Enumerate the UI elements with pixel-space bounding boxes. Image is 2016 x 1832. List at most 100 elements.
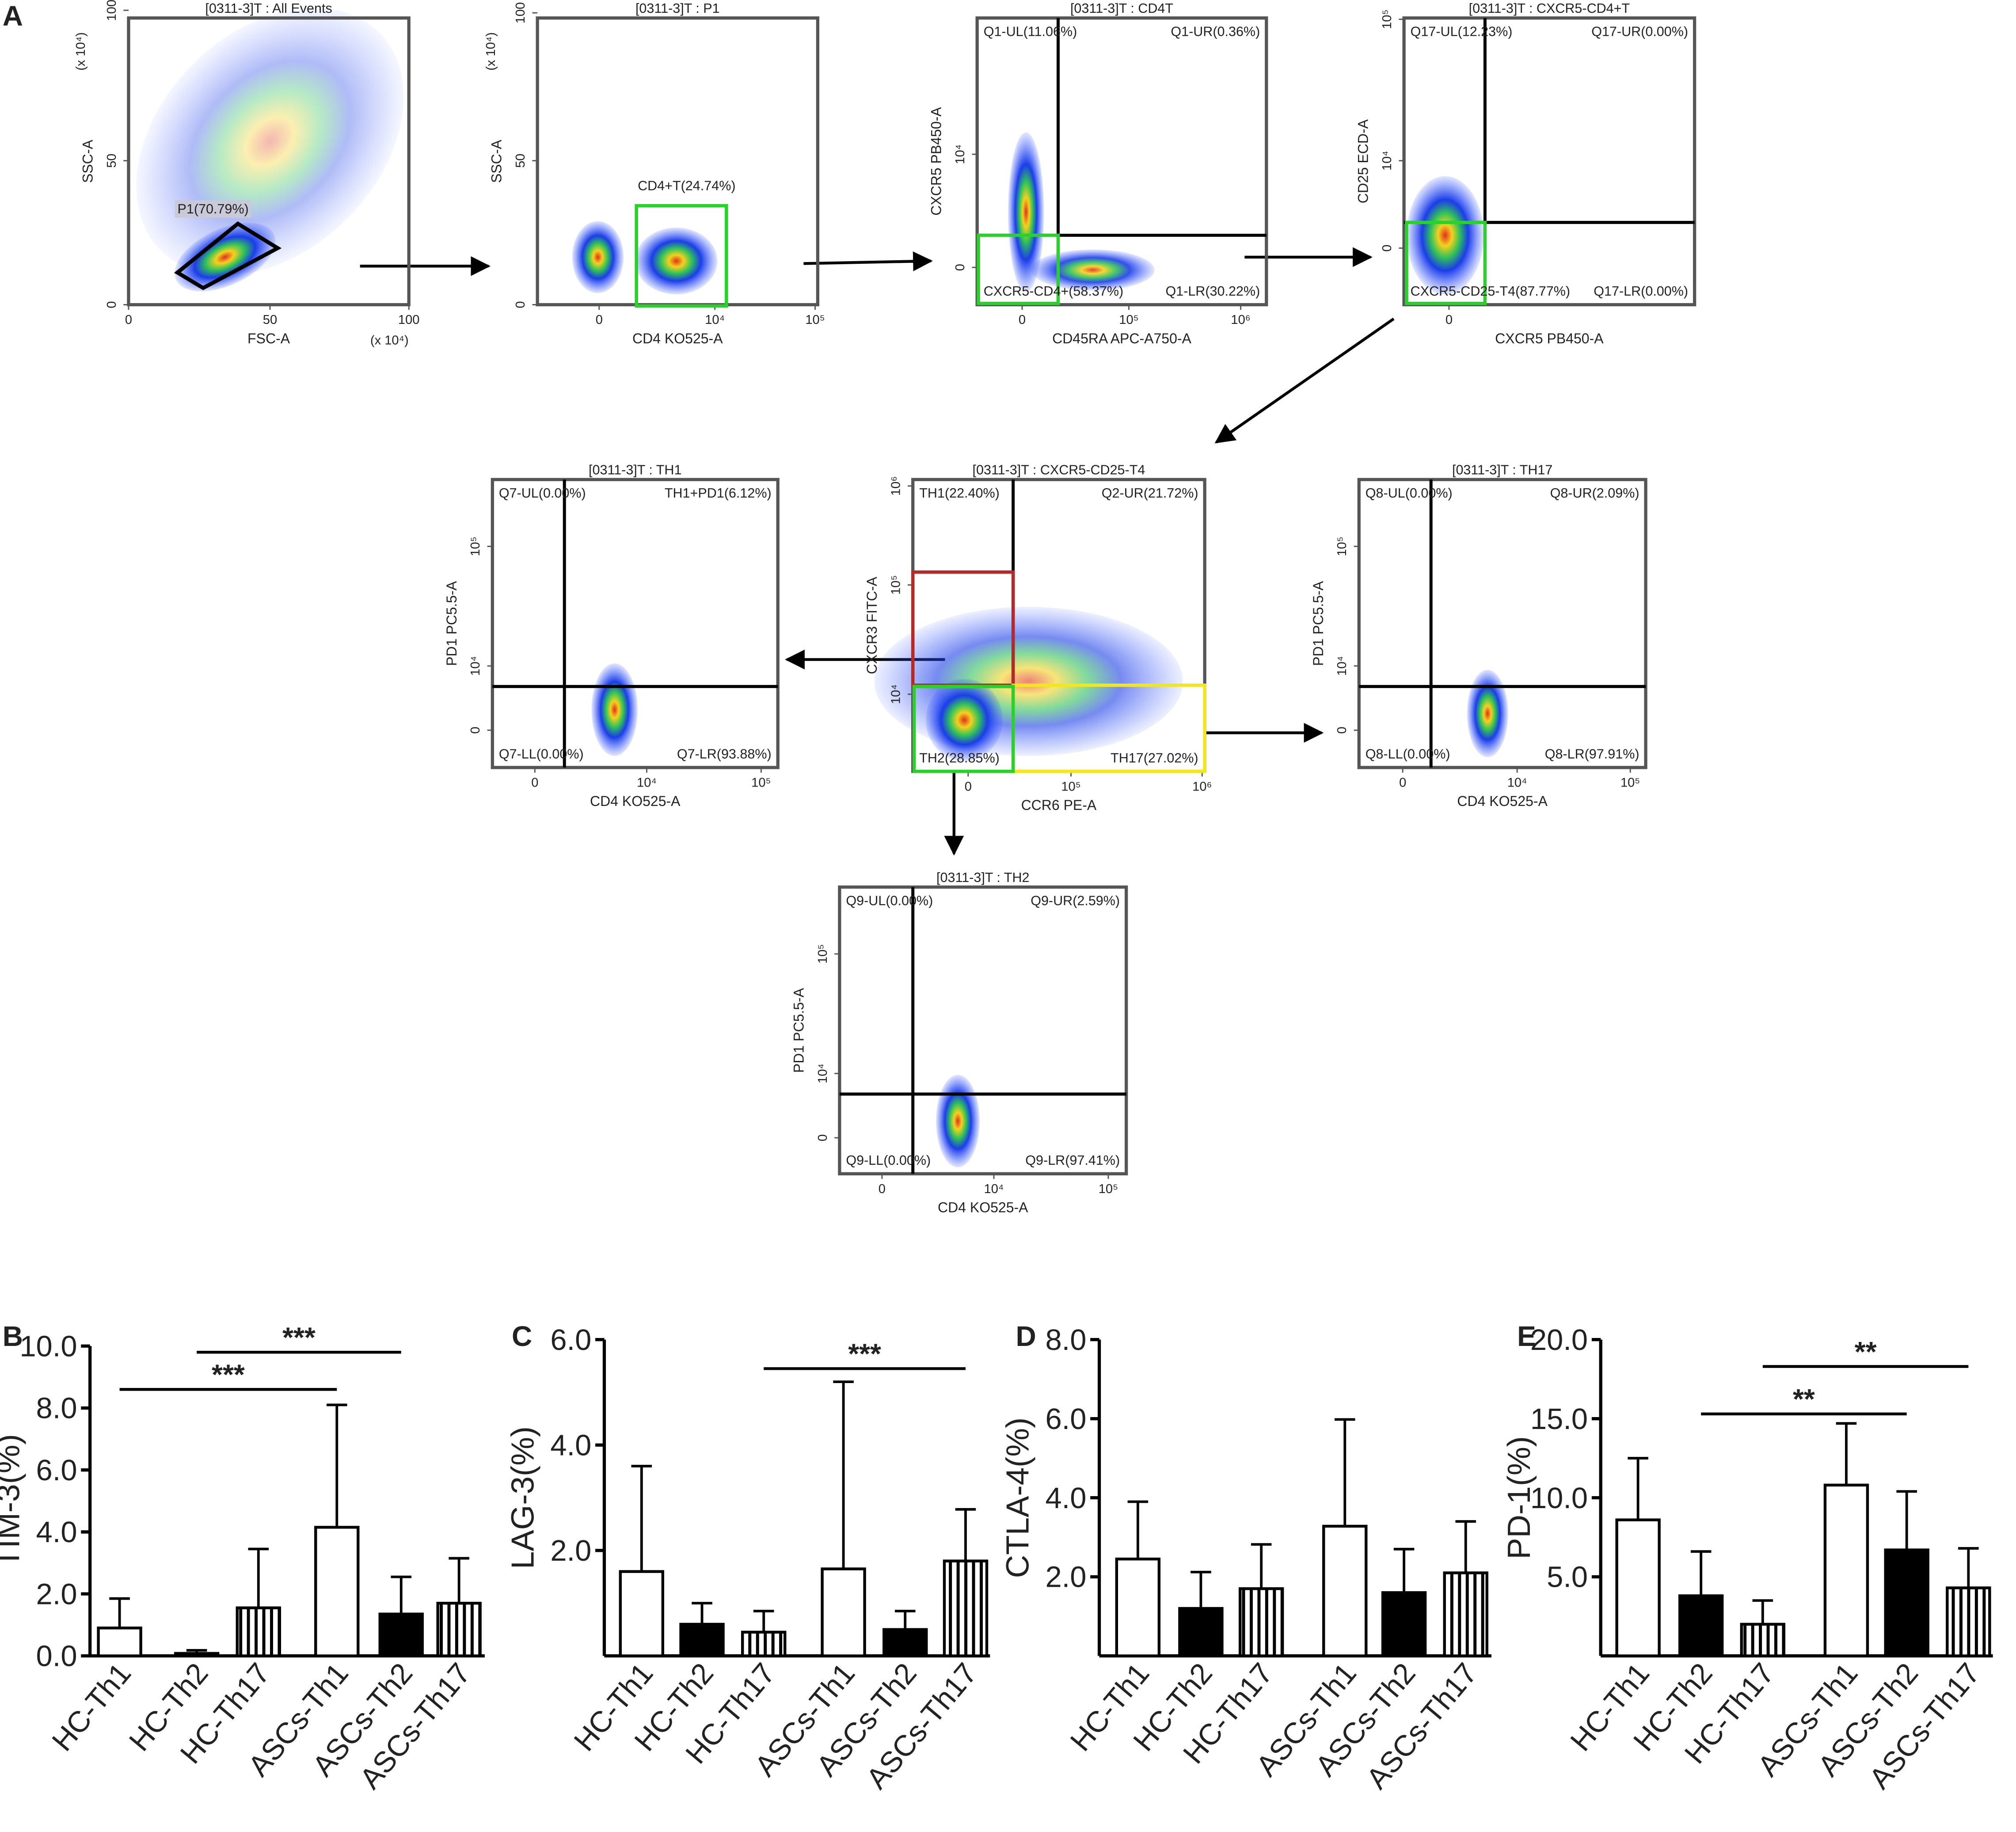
panel-title: [0311-3]T : TH1 [589, 463, 681, 478]
x-tick-label: 0 [596, 313, 603, 327]
gate [977, 233, 1060, 305]
plot-frame [975, 16, 1268, 307]
x-tick-label: 0 [1445, 313, 1453, 327]
gate-label: TH1(22.40%) [919, 486, 1000, 501]
y-tick-label: 50 [514, 154, 528, 168]
y-scale-note: (x 10⁴) [74, 32, 88, 71]
y-axis-label: PD-1(%) [1501, 1436, 1537, 1559]
cell-density [635, 227, 718, 295]
bar [943, 1559, 989, 1657]
cell-density [1467, 669, 1508, 757]
y-axis-label: PD1 PC5.5-A [1310, 581, 1326, 666]
y-scale-note: (x 10⁴) [484, 32, 498, 71]
gate-label: Q9-UL(0.00%) [846, 893, 933, 908]
cell-density [572, 221, 624, 293]
x-tick-label: 10⁴ [637, 776, 657, 790]
x-axis-label: CXCR5 PB450-A [1495, 331, 1604, 346]
y-tick-label: 2.0 [550, 1534, 591, 1567]
y-tick-label: 10⁵ [1380, 9, 1394, 29]
panel-label: E [1517, 1320, 1536, 1352]
bar [1115, 1558, 1161, 1657]
gate [635, 204, 728, 308]
y-tick-label: 10⁴ [953, 144, 967, 164]
y-tick-label: 10⁵ [1335, 536, 1349, 556]
x-scale-note: (x 10⁴) [370, 334, 409, 348]
gate-label: P1(70.79%) [178, 201, 249, 217]
y-tick-label: 6.0 [36, 1454, 77, 1487]
y-tick-label: 10⁴ [889, 684, 903, 704]
x-axis-label: CD4 KO525-A [938, 1200, 1028, 1216]
gate-label: Q17-UL(12.23%) [1411, 24, 1513, 39]
y-tick-label: 2.0 [36, 1577, 77, 1611]
plot-frame [838, 885, 1128, 1175]
gate-label: Q2-UR(21.72%) [1102, 486, 1198, 501]
gate-label: Q8-LL(0.00%) [1366, 747, 1450, 762]
y-tick-label: 4.0 [1045, 1482, 1086, 1515]
cell-density [936, 1075, 980, 1167]
panel-title: [0311-3]T : CD4T [1070, 1, 1173, 16]
x-tick-label: 10⁵ [1119, 313, 1138, 327]
y-tick-label: 10⁶ [889, 476, 903, 496]
y-tick-label: 0 [468, 726, 483, 734]
y-tick-label: 0 [105, 301, 119, 308]
y-tick-label: 20.0 [1530, 1323, 1588, 1357]
x-tick-label: 100 [398, 313, 420, 327]
significance-label: ** [1793, 1383, 1815, 1415]
bar [97, 1627, 142, 1657]
y-tick-label: 10⁴ [816, 1064, 830, 1083]
bar-chart: 2.04.06.08.0CTLA-4(%)HC-Th1HC-Th2HC-Th17… [1000, 1323, 1491, 1795]
y-tick-label: 5.0 [1547, 1561, 1588, 1594]
arrow [803, 251, 933, 271]
cell-density [874, 607, 1183, 756]
y-tick-label: 4.0 [550, 1429, 591, 1462]
y-tick-label: 10.0 [19, 1330, 77, 1363]
gate-label: Q9-LL(0.00%) [846, 1153, 931, 1168]
y-axis-label: CD25 ECD-A [1355, 119, 1371, 203]
plot-frame [1357, 478, 1647, 769]
y-tick-label: 100 [514, 2, 528, 24]
y-tick-label: 10.0 [1530, 1482, 1588, 1515]
panel-title: [0311-3]T : All Events [205, 1, 332, 16]
y-tick-label: 4.0 [36, 1516, 77, 1549]
gate-label-bg [175, 200, 251, 218]
flow-panel: [0311-3]T : CD4T CD45RA APC-A750-A CXCR5 P… [928, 1, 1268, 346]
x-tick-label: 0 [1019, 313, 1026, 327]
flow-panel: [0311-3]T : CXCR5-CD25-T4 CCR6 PE-A CXCR3 … [864, 463, 1212, 813]
y-axis-label: PD1 PC5.5-A [791, 988, 806, 1073]
y-axis-label: PD1 PC5.5-A [444, 581, 460, 666]
bar [741, 1631, 787, 1657]
y-tick-label: 0 [816, 1134, 830, 1141]
x-tick-label: 0 [125, 313, 132, 327]
x-tick-label: 10⁶ [1192, 779, 1212, 794]
panel-title: [0311-3]T : CXCR5-CD25-T4 [973, 463, 1145, 478]
x-tick-label: 10⁶ [1231, 313, 1250, 327]
x-tick-label: 10⁴ [705, 313, 725, 327]
x-axis-label: CCR6 PE-A [1021, 797, 1097, 813]
y-axis-label: SSC-A [489, 140, 505, 183]
bar [236, 1606, 281, 1657]
bar [1615, 1518, 1661, 1657]
x-tick-label: 0 [879, 1182, 886, 1196]
x-axis-label: FSC-A [247, 331, 290, 346]
gate-label: Q17-UR(0.00%) [1591, 24, 1688, 39]
bar [1823, 1483, 1869, 1657]
flow-panel: [0311-3]T : TH17 CD4 KO525-A PD1 PC5.5-A 0 1… [1310, 463, 1647, 809]
bar [1740, 1623, 1786, 1657]
cell-density [136, 8, 404, 275]
cell-density [175, 223, 276, 292]
gate-label: Q9-UR(2.59%) [1031, 893, 1120, 908]
y-tick-label: 15.0 [1530, 1403, 1588, 1436]
significance-label: *** [212, 1359, 245, 1391]
flow-panel: [0311-3]T : CXCR5-CD4+T CXCR5 PB450-A CD25… [1355, 1, 1696, 346]
bar-chart: 0.02.04.06.08.010.0TIM-3(%)HC-Th1HC-Th2H… [0, 1322, 485, 1795]
gate-label: Q1-UL(11.06%) [984, 24, 1077, 39]
y-axis-label: CXCR3 FITC-A [864, 577, 880, 674]
gate-label: TH1+PD1(6.12%) [665, 486, 772, 501]
cell-density [1008, 132, 1044, 292]
y-tick-label: 6.0 [550, 1323, 591, 1357]
panel-title: [0311-3]T : TH17 [1452, 463, 1552, 478]
x-axis-label: CD4 KO525-A [590, 793, 681, 809]
flow-panel: [0311-3]T : P1 CD4 KO525-A SSC-A 0 10⁴ 10⁵ 0 50… [484, 1, 825, 346]
y-tick-label: 10⁵ [468, 536, 483, 556]
